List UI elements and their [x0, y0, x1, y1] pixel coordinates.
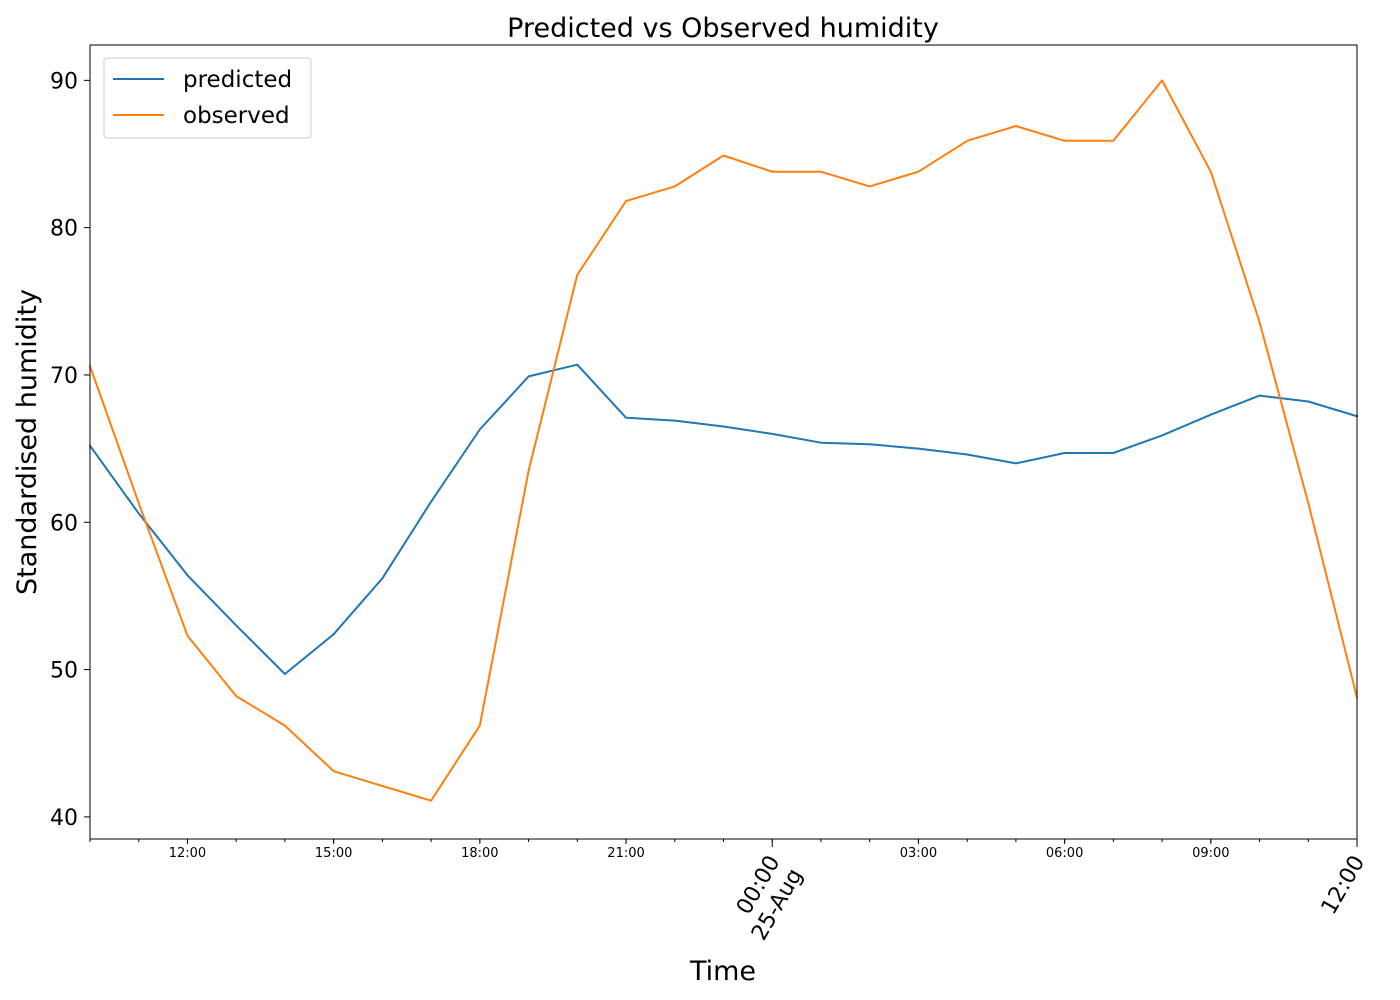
y-tick-label: 80 — [50, 217, 78, 242]
x-tick-label: 09:00 — [1192, 846, 1229, 861]
y-tick-label: 60 — [50, 511, 78, 536]
plot-area — [88, 79, 1359, 802]
x-tick-label: 03:00 — [900, 846, 937, 861]
series-line-observed — [88, 79, 1359, 802]
x-major-tick-label: 12:00 — [1317, 852, 1370, 919]
legend-label-predicted: predicted — [183, 67, 292, 93]
x-tick-label: 21:00 — [607, 846, 644, 861]
x-axis-label: Time — [689, 956, 756, 987]
x-tick-label: 15:00 — [315, 846, 352, 861]
x-tick-label: 06:00 — [1046, 846, 1083, 861]
axes-frame — [89, 44, 1358, 840]
x-tick-label: 18:00 — [461, 846, 498, 861]
y-tick-label: 40 — [50, 806, 78, 831]
y-tick-label: 50 — [50, 659, 78, 684]
series-line-predicted — [88, 363, 1359, 675]
legend-label-observed: observed — [183, 103, 290, 129]
x-major-tick-label-group: 12:00 — [1317, 852, 1370, 919]
x-tick-label: 12:00 — [169, 846, 206, 861]
y-tick-label: 70 — [50, 364, 78, 389]
chart-title: Predicted vs Observed humidity — [507, 13, 939, 44]
y-tick-label: 90 — [50, 69, 78, 94]
legend: predicted observed — [103, 57, 312, 139]
y-axis-label: Standardised humidity — [12, 289, 43, 595]
axis-ticks: 40 50 60 70 80 90 12:00 15:00 18:00 21:00 03:00 06:… — [50, 44, 1370, 945]
